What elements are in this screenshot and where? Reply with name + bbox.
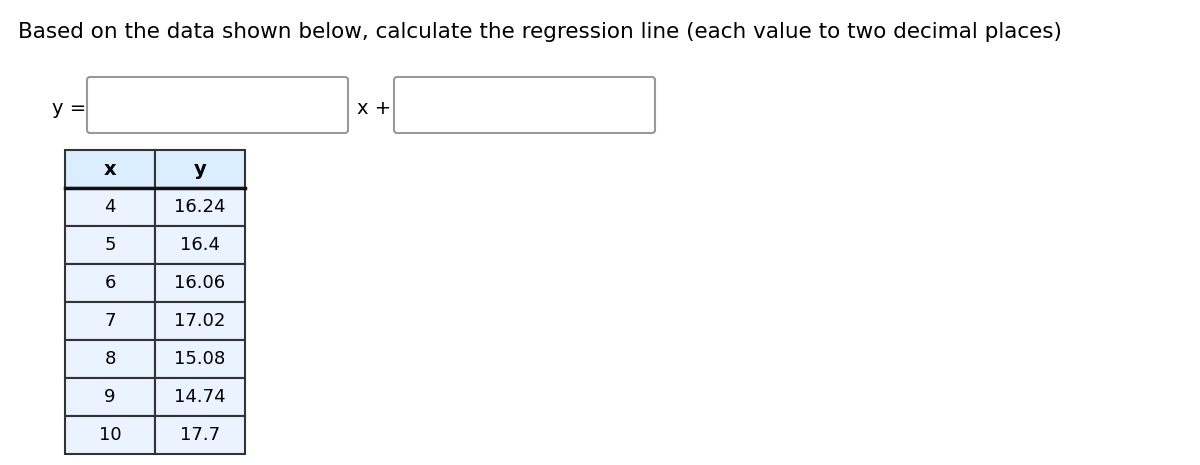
Text: 10: 10 xyxy=(98,426,121,444)
Text: 5: 5 xyxy=(104,236,115,254)
Bar xyxy=(65,416,155,454)
Text: 14.74: 14.74 xyxy=(174,388,226,406)
Bar xyxy=(155,150,245,188)
FancyBboxPatch shape xyxy=(88,77,348,133)
Bar xyxy=(155,188,245,226)
Text: 15.08: 15.08 xyxy=(174,350,226,368)
Text: y =: y = xyxy=(52,99,86,118)
Text: 8: 8 xyxy=(104,350,115,368)
Bar xyxy=(155,264,245,302)
Text: x +: x + xyxy=(358,99,391,118)
Bar xyxy=(155,340,245,378)
Text: 16.4: 16.4 xyxy=(180,236,220,254)
Bar xyxy=(155,416,245,454)
Bar xyxy=(65,302,155,340)
Text: 9: 9 xyxy=(104,388,115,406)
Bar xyxy=(65,188,155,226)
Bar xyxy=(65,226,155,264)
Bar xyxy=(155,302,245,340)
Text: 7: 7 xyxy=(104,312,115,330)
Text: 16.06: 16.06 xyxy=(174,274,226,292)
Bar xyxy=(65,378,155,416)
Text: 4: 4 xyxy=(104,198,115,216)
FancyBboxPatch shape xyxy=(394,77,655,133)
Text: 6: 6 xyxy=(104,274,115,292)
Text: 17.02: 17.02 xyxy=(174,312,226,330)
Text: y: y xyxy=(193,159,206,179)
Text: Based on the data shown below, calculate the regression line (each value to two : Based on the data shown below, calculate… xyxy=(18,22,1062,42)
Bar xyxy=(155,226,245,264)
Bar xyxy=(155,378,245,416)
Bar xyxy=(65,150,155,188)
Bar xyxy=(65,264,155,302)
Text: x: x xyxy=(103,159,116,179)
Text: 17.7: 17.7 xyxy=(180,426,220,444)
Bar xyxy=(65,340,155,378)
Text: 16.24: 16.24 xyxy=(174,198,226,216)
